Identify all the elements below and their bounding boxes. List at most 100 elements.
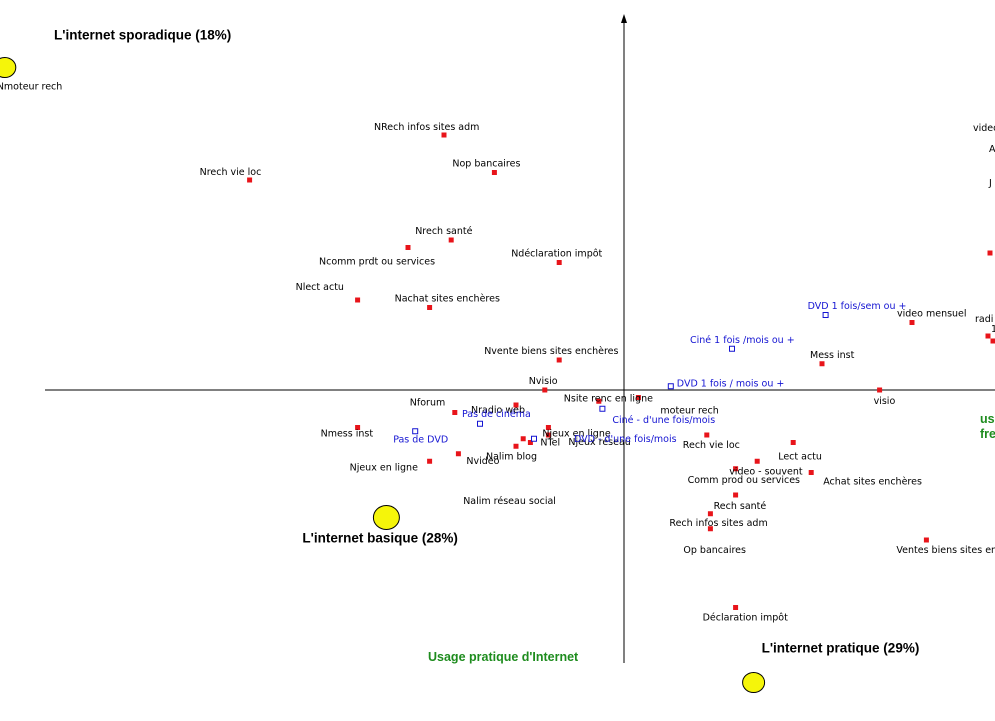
point-marker	[556, 357, 562, 363]
clusters: L'internet sporadique (18%) L'internet ba…	[0, 28, 919, 693]
point-label: Nalim réseau social	[463, 496, 556, 507]
point-label: Nachat sites enchères	[395, 294, 500, 305]
point-marker	[822, 312, 829, 318]
point-marker	[729, 345, 735, 352]
point-marker	[545, 425, 551, 430]
point-label: Nradio web	[471, 405, 525, 416]
point-marker	[909, 320, 915, 325]
point-marker	[599, 405, 606, 412]
point-marker	[923, 537, 929, 543]
point-label: Mess inst	[810, 350, 855, 361]
point-label: Lect actu	[778, 452, 822, 463]
point-marker	[405, 245, 411, 250]
cut-off-label: J	[988, 178, 992, 189]
point-label: Njeux réseau	[568, 437, 630, 448]
cluster-label: L'internet sporadique (18%)	[54, 28, 231, 43]
point-label: Nalim blog	[486, 451, 537, 462]
point-label: video mensuel	[897, 309, 967, 320]
point-label: moteur rech	[660, 406, 718, 417]
point-label: visio	[874, 396, 896, 407]
point-marker	[987, 250, 993, 256]
cluster-marker-l-internet-pratique-29	[742, 672, 766, 693]
point-marker	[635, 395, 641, 400]
point-marker	[527, 440, 533, 445]
point-label: Nvisio	[529, 376, 558, 387]
point-label: Op bancaires	[683, 545, 746, 556]
point-label: Njeux en ligne	[350, 462, 418, 473]
point-marker	[556, 260, 562, 265]
point-label: Nvente biens sites enchères	[484, 346, 618, 357]
point-label: NRech infos sites adm	[374, 122, 479, 133]
point-marker	[819, 361, 825, 367]
point-marker	[477, 420, 483, 427]
point-label: DVD - d'une fois/mois	[574, 434, 677, 445]
point-label: DVD 1 fois/sem ou +	[808, 301, 907, 312]
point-marker	[667, 383, 674, 390]
point-label: Ciné 1 fois /mois ou +	[690, 335, 795, 346]
point-marker	[733, 605, 739, 610]
point-marker	[990, 338, 995, 344]
point-marker	[877, 387, 883, 393]
axes	[45, 14, 995, 663]
point-label: Ncomm prdt ou services	[319, 257, 435, 268]
point-marker	[531, 435, 537, 442]
point-marker	[985, 333, 991, 339]
point-label: DVD 1 fois / mois ou +	[677, 378, 785, 389]
point-label: Nforum	[410, 398, 445, 409]
point-marker	[520, 436, 526, 442]
cluster-marker-l-internet-basique-28	[372, 505, 400, 530]
point-marker	[542, 387, 548, 393]
point-marker	[808, 470, 814, 475]
cluster-label: L'internet pratique (29%)	[762, 641, 920, 656]
point-label: Nrech santé	[415, 226, 472, 237]
axis-title-x-line-1: us	[980, 412, 995, 426]
point-label: Njeux en ligne	[542, 429, 610, 440]
point-label: Comm prod ou services	[688, 475, 800, 486]
point-marker	[355, 297, 361, 303]
point-label: Ciné - d'une fois/mois	[612, 415, 715, 426]
point-marker	[491, 170, 497, 175]
point-label: Rech vie loc	[683, 440, 740, 451]
cluster-marker-l-internet-sporadique-18	[0, 57, 17, 78]
point-label: Ndéclaration impôt	[511, 249, 602, 260]
point-marker	[790, 440, 796, 445]
axis-title-y: Usage pratique d'Internet	[428, 650, 579, 664]
point-marker	[452, 410, 458, 415]
point-marker	[545, 432, 551, 438]
point-marker	[427, 305, 433, 310]
point-label: Pas de DVD	[393, 434, 448, 445]
point-labels: Nmoteur rech NRech infos sites adm Nrech v…	[0, 82, 995, 624]
point-marker	[513, 402, 519, 408]
point-label: Nvideo	[466, 456, 499, 467]
point-label: Rech infos sites adm	[669, 518, 767, 529]
point-label: Nop bancaires	[452, 159, 520, 170]
cut-off-label: 1	[991, 324, 995, 335]
point-marker	[427, 458, 433, 464]
point-label: Ventes biens sites enchères	[896, 545, 995, 556]
point-label: Nlect actu	[296, 282, 344, 293]
point-marker	[707, 526, 713, 532]
point-marker	[247, 177, 253, 183]
cut-off-label: A	[989, 144, 995, 155]
point-marker	[448, 237, 454, 243]
point-marker	[707, 511, 713, 517]
vertical-axis-arrow-icon	[621, 14, 627, 23]
point-label: Nmoteur rech	[0, 82, 62, 93]
axis-title-x-line-2: fre	[980, 427, 995, 441]
point-marker	[455, 451, 461, 457]
point-marker	[441, 132, 447, 138]
point-marker	[733, 466, 739, 472]
point-label: Nrech vie loc	[200, 167, 262, 178]
point-label: NTel	[540, 438, 560, 449]
cut-off-label: video	[973, 123, 995, 134]
point-label: video - souvent	[729, 466, 803, 477]
point-marker	[355, 425, 361, 430]
point-label: Nmess inst	[321, 429, 374, 440]
points	[247, 132, 929, 610]
cut-off-label: radi	[975, 314, 993, 325]
point-marker	[704, 432, 710, 438]
point-label: Pas de cinéma	[462, 409, 531, 420]
cluster-label: L'internet basique (28%)	[302, 531, 458, 546]
